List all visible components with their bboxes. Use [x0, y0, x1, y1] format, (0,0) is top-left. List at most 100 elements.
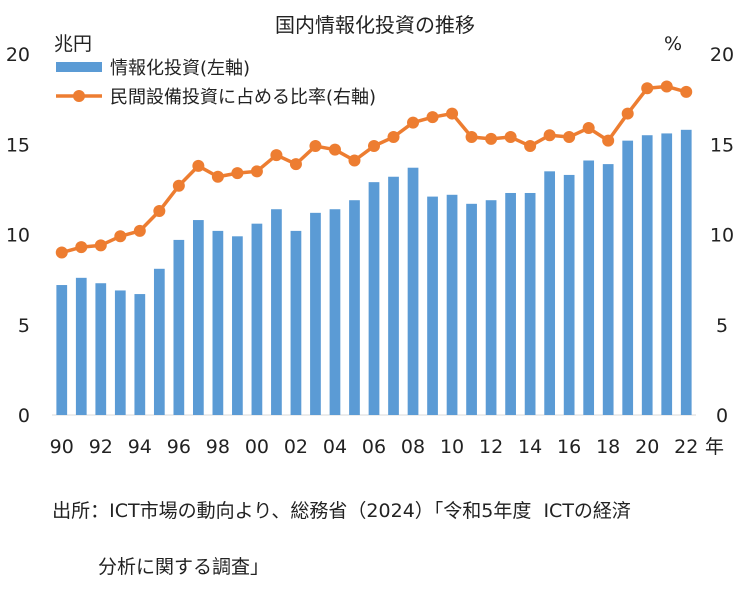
line-point: [114, 230, 127, 243]
left-axis-unit: 兆円: [54, 33, 92, 55]
line-point: [211, 170, 224, 183]
bar: [680, 129, 692, 415]
y-left-tick-label: 15: [6, 134, 30, 156]
line-point: [94, 239, 107, 252]
x-tick-label: 20: [635, 436, 659, 458]
x-tick-label: 12: [479, 436, 503, 458]
legend-line-marker: [73, 90, 85, 102]
line-point: [387, 131, 400, 144]
line-point: [172, 179, 185, 192]
y-right-tick-label: 15: [710, 134, 734, 156]
bar: [75, 277, 87, 415]
y-left-tick-label: 0: [18, 405, 30, 427]
line-point: [485, 132, 498, 145]
x-tick-label: 22: [674, 436, 698, 458]
bar: [427, 196, 438, 415]
y-right-tick-label: 5: [716, 315, 728, 337]
y-right-tick-label: 0: [716, 405, 728, 427]
line-point: [231, 167, 244, 180]
y-right-tick-label: 10: [710, 225, 734, 247]
x-tick-label: 18: [596, 436, 620, 458]
line-point: [153, 205, 166, 218]
x-tick-label: 90: [50, 436, 74, 458]
bar: [602, 164, 614, 415]
bar: [192, 220, 204, 415]
x-axis-unit: 年: [705, 436, 724, 458]
bar: [95, 283, 107, 415]
bar: [583, 160, 595, 415]
line-point: [55, 246, 68, 259]
line-point: [270, 149, 283, 162]
x-tick-label: 14: [518, 436, 542, 458]
x-tick-label: 10: [440, 436, 464, 458]
line-point: [602, 134, 615, 147]
x-tick-label: 08: [401, 436, 425, 458]
line-point: [133, 224, 146, 237]
x-tick-label: 94: [128, 436, 152, 458]
bar: [134, 294, 146, 415]
y-left-tick-label: 20: [6, 44, 30, 66]
line-point: [368, 140, 380, 153]
line-point: [582, 122, 595, 135]
line-point: [309, 140, 322, 153]
bar: [290, 230, 302, 415]
bar: [310, 212, 321, 415]
line-point: [465, 131, 478, 144]
bar: [329, 209, 341, 415]
bar: [524, 192, 536, 415]
bar: [622, 140, 634, 415]
x-tick-label: 00: [245, 436, 269, 458]
line-point: [426, 111, 439, 124]
line-point: [641, 82, 654, 95]
bar: [56, 285, 68, 415]
bar: [446, 194, 458, 415]
y-left-tick-label: 5: [18, 315, 30, 337]
bar: [212, 230, 224, 415]
x-tick-label: 04: [323, 436, 347, 458]
bar: [368, 182, 380, 415]
bar: [173, 239, 185, 415]
source-line-1: 出所：ICT市場の動向より、総務省（2024）「令和5年度 ICTの経済: [52, 500, 631, 522]
line-point: [289, 158, 302, 171]
legend-line-label: 民間設備投資に占める比率(右軸): [110, 87, 376, 108]
line-point: [504, 131, 517, 144]
x-tick-label: 92: [89, 436, 113, 458]
bar: [114, 290, 126, 415]
line-point: [75, 241, 88, 254]
line-series: [55, 80, 693, 259]
bar: [388, 176, 399, 415]
x-tick-label: 02: [284, 436, 308, 458]
line-point: [328, 143, 341, 156]
right-axis-unit: %: [664, 33, 682, 55]
bar: [232, 236, 243, 415]
source-note: 出所：ICT市場の動向より、総務省（2024）「令和5年度 ICTの経済 分析に…: [40, 469, 631, 609]
line-point: [543, 129, 556, 142]
line-point: [660, 80, 673, 93]
legend: 情報化投資(左軸) 民間設備投資に占める比率(右軸): [56, 58, 376, 108]
bar: [349, 200, 360, 415]
bar-series: [56, 129, 692, 416]
x-tick-label: 98: [206, 436, 230, 458]
bar: [641, 135, 653, 415]
y-left-tick-label: 10: [6, 225, 30, 247]
bar: [563, 174, 575, 415]
bar: [505, 192, 516, 415]
bar: [661, 133, 673, 416]
bar: [271, 209, 282, 415]
line-point: [446, 107, 459, 120]
line-point: [407, 116, 420, 129]
line-point: [250, 165, 263, 178]
legend-bar-label: 情報化投資(左軸): [110, 58, 250, 79]
line-point: [524, 140, 537, 153]
line-point: [621, 107, 634, 120]
line-point: [563, 131, 576, 144]
legend-bar-swatch: [56, 62, 102, 72]
x-tick-label: 16: [557, 436, 581, 458]
bar: [485, 200, 497, 415]
line-point: [680, 85, 693, 98]
bar: [251, 223, 263, 415]
line-point: [192, 159, 205, 172]
chart-title: 国内情報化投資の推移: [275, 13, 475, 37]
